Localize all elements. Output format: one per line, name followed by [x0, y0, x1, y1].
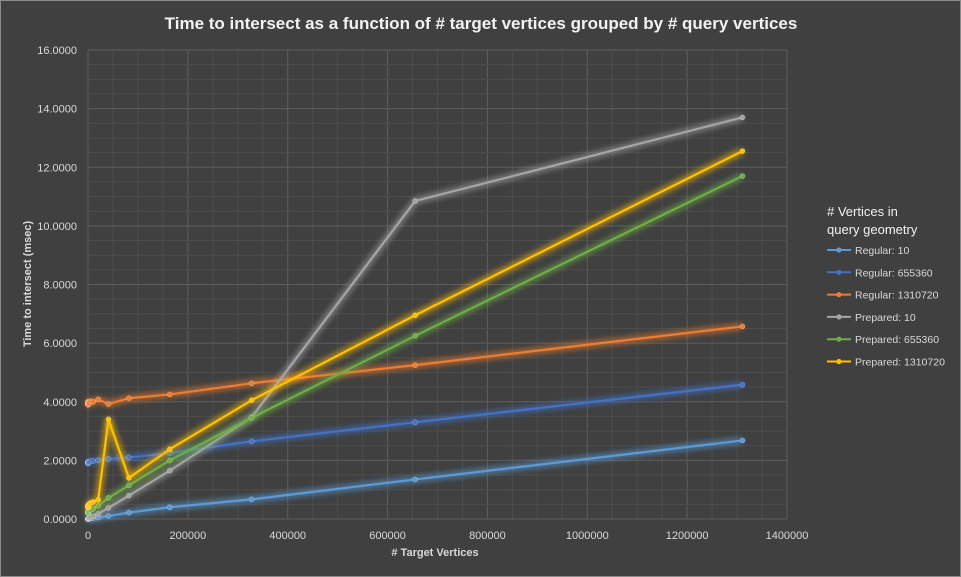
- data-point: [126, 482, 132, 489]
- data-point: [95, 497, 102, 503]
- series-prepared-655360: [85, 173, 746, 516]
- legend-label: Prepared: 655360: [855, 334, 939, 346]
- data-point: [739, 381, 746, 388]
- legend-point-marker: [836, 292, 842, 298]
- series-prepared-1310720: [85, 148, 746, 511]
- data-point: [167, 467, 173, 474]
- x-tick-label: 1200000: [666, 530, 709, 542]
- x-tick-label: 400000: [269, 530, 306, 542]
- data-point: [167, 391, 173, 398]
- y-tick-label: 6.0000: [43, 338, 77, 350]
- data-point: [105, 416, 112, 423]
- data-point: [248, 496, 255, 503]
- data-point: [167, 504, 173, 511]
- data-point: [412, 198, 419, 204]
- x-tick-label: 800000: [469, 530, 506, 542]
- y-tick-label: 8.0000: [43, 280, 77, 292]
- legend-label: Prepared: 10: [855, 312, 916, 324]
- y-tick-label: 16.0000: [37, 45, 77, 57]
- series-line: [86, 175, 743, 515]
- data-point: [739, 114, 746, 121]
- axes: 0.0000 2.0000 4.0000 6.0000 8.0000 10.0000 12.…: [37, 45, 808, 542]
- data-point: [412, 476, 419, 483]
- data-point: [90, 398, 96, 405]
- data-point: [248, 415, 255, 421]
- data-point: [248, 438, 255, 445]
- data-series: [85, 114, 746, 522]
- y-tick-label: 0.0000: [43, 514, 77, 526]
- x-tick-label: 200000: [169, 530, 206, 542]
- y-tick-label: 10.0000: [37, 221, 77, 233]
- data-point: [739, 173, 746, 179]
- legend-entry: Regular: 1310720: [827, 290, 939, 302]
- legend-point-marker: [836, 358, 842, 365]
- legend-label: Prepared: 1310720: [855, 357, 945, 369]
- data-point: [126, 475, 132, 481]
- data-point: [739, 437, 746, 444]
- legend-entry: Prepared: 655360: [827, 334, 939, 346]
- data-point: [739, 148, 746, 154]
- series-line: [86, 116, 743, 521]
- data-point: [412, 362, 419, 368]
- data-point: [412, 419, 419, 426]
- legend-title-line-2: query geometry: [827, 222, 918, 237]
- legend-label: Regular: 10: [855, 245, 909, 257]
- legend-entry: Regular: 10: [827, 245, 909, 257]
- data-point: [90, 505, 96, 512]
- legend: # Vertices in query geometry Regular: 10…: [827, 204, 945, 369]
- data-point: [412, 332, 419, 339]
- data-point: [739, 323, 746, 330]
- y-tick-label: 4.0000: [43, 397, 77, 409]
- x-axis-title: # Target Vertices: [391, 547, 478, 559]
- x-tick-label: 0: [85, 530, 91, 542]
- gridlines: [87, 49, 788, 520]
- y-tick-label: 12.0000: [37, 162, 77, 174]
- data-point: [90, 458, 96, 464]
- data-point: [248, 397, 255, 404]
- data-point: [95, 503, 102, 509]
- y-tick-label: 2.0000: [43, 455, 77, 467]
- y-axis-title: Time to intersect (msec): [22, 220, 34, 347]
- legend-title-line-1: # Vertices in: [827, 204, 898, 219]
- data-point: [95, 396, 102, 403]
- legend-point-marker: [836, 336, 842, 342]
- data-point: [126, 454, 132, 461]
- x-tick-label: 1400000: [766, 530, 809, 542]
- legend-entry: Regular: 655360: [827, 267, 933, 279]
- data-point: [105, 513, 112, 519]
- x-tick-label: 600000: [369, 530, 406, 542]
- legend-point-marker: [836, 269, 842, 275]
- data-point: [126, 492, 132, 499]
- data-point: [105, 495, 112, 501]
- legend-entry: Prepared: 10: [827, 312, 916, 324]
- series-regular-1310720: [85, 323, 746, 408]
- data-point: [95, 457, 102, 464]
- y-tick-label: 14.0000: [37, 104, 77, 116]
- data-point: [248, 380, 255, 387]
- x-tick-label: 1000000: [566, 530, 609, 542]
- legend-point-marker: [836, 314, 842, 320]
- chart-title: Time to intersect as a function of # tar…: [165, 14, 798, 33]
- data-point: [105, 505, 112, 511]
- data-point: [90, 513, 96, 519]
- data-point: [167, 446, 173, 453]
- data-point: [90, 499, 96, 505]
- legend-label: Regular: 1310720: [855, 290, 939, 302]
- data-point: [105, 456, 112, 462]
- data-point: [126, 509, 132, 516]
- data-point: [412, 312, 419, 319]
- legend-label: Regular: 655360: [855, 267, 933, 279]
- data-point: [126, 395, 132, 402]
- series-prepared-10: [85, 114, 746, 522]
- legend-point-marker: [836, 247, 842, 253]
- data-point: [167, 457, 173, 464]
- data-point: [95, 510, 102, 517]
- data-point: [105, 401, 112, 407]
- series-line: [86, 150, 743, 509]
- legend-entry: Prepared: 1310720: [827, 357, 945, 369]
